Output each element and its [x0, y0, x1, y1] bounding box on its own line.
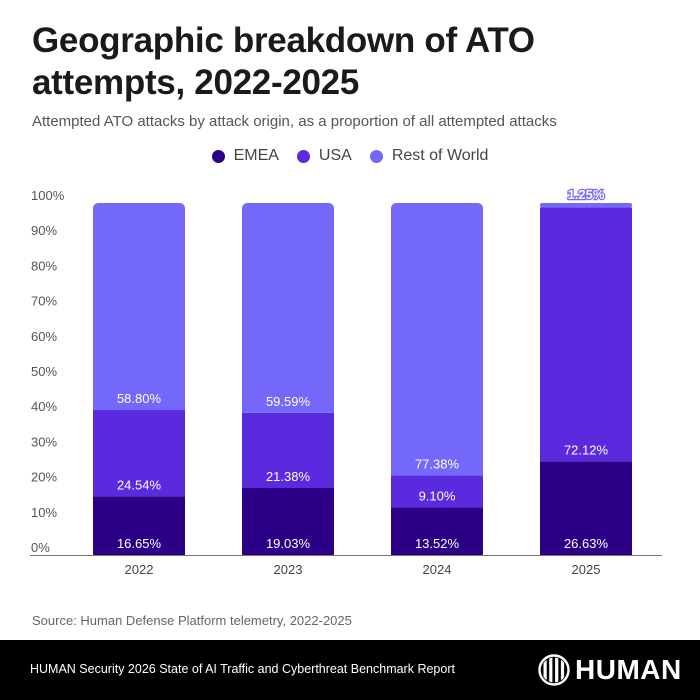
bar-segment-usa-2023	[242, 412, 334, 489]
data-label: 1.25%	[568, 187, 605, 202]
legend-item-usa: USA	[296, 147, 352, 165]
legend-swatch-emea	[211, 149, 225, 163]
human-logo-wordmark: HUMAN	[575, 654, 682, 685]
legend-item-emea: EMEA	[211, 147, 279, 165]
legend-label-rest-of-world: Rest of World	[391, 147, 489, 164]
data-label: 24.54%	[117, 477, 162, 492]
y-tick-label: 90%	[31, 223, 57, 238]
data-label: 13.52%	[415, 536, 460, 551]
x-tick-label: 2024	[423, 562, 452, 577]
legend-item-rest-of-world: Rest of World	[369, 147, 489, 165]
human-logo-icon	[538, 654, 570, 686]
footer-bar: HUMAN Security 2026 State of AI Traffic …	[0, 640, 700, 700]
legend-swatch-rest-of-world	[369, 149, 383, 163]
bar-segment-emea-2023	[242, 488, 334, 555]
y-tick-label: 20%	[31, 470, 57, 485]
bar-segment-usa-2022	[93, 410, 185, 497]
data-label: 26.63%	[564, 536, 609, 551]
chart-subtitle: Attempted ATO attacks by attack origin, …	[32, 113, 557, 130]
legend-swatch-usa	[296, 149, 310, 163]
y-tick-label: 70%	[31, 294, 57, 309]
x-tick-label: 2025	[572, 562, 601, 577]
y-tick-label: 80%	[31, 258, 57, 273]
bar-segment-usa-2025	[540, 207, 632, 462]
chart-title: Geographic breakdown of ATO attempts, 20…	[32, 21, 535, 102]
legend-label-emea: EMEA	[233, 147, 279, 164]
bar-segment-rest-of-world-2025	[540, 203, 632, 208]
x-tick-label: 2023	[274, 562, 303, 577]
y-tick-label: 60%	[31, 329, 57, 344]
x-tick-label: 2022	[125, 562, 154, 577]
legend-label-usa: USA	[318, 147, 352, 164]
source-note: Source: Human Defense Platform telemetry…	[32, 613, 352, 628]
data-label: 72.12%	[564, 442, 609, 457]
bar-segment-rest-of-world-2022	[93, 203, 185, 411]
y-tick-label: 30%	[31, 434, 57, 449]
data-label: 77.38%	[415, 456, 460, 471]
legend: EMEA USA Rest of World	[0, 147, 700, 165]
data-label: 16.65%	[117, 536, 162, 551]
y-tick-label: 10%	[31, 505, 57, 520]
y-tick-label: 0%	[31, 540, 50, 555]
footer-report-title: HUMAN Security 2026 State of AI Traffic …	[30, 662, 455, 676]
y-tick-label: 40%	[31, 399, 57, 414]
bar-segment-emea-2025	[540, 461, 632, 555]
bar-segment-emea-2022	[93, 496, 185, 555]
bar-segment-emea-2024	[391, 507, 483, 555]
bar-segment-rest-of-world-2024	[391, 203, 483, 476]
stacked-bar-chart: 0% 10% 20% 30% 40% 50% 60% 70% 80% 90% 100% 16.65% 2…	[30, 186, 662, 577]
data-label: 58.80%	[117, 391, 162, 406]
human-logo: HUMAN	[538, 653, 682, 687]
bar-segment-rest-of-world-2023	[242, 203, 334, 413]
data-label: 9.10%	[419, 488, 456, 503]
y-tick-label: 50%	[31, 364, 57, 379]
data-label: 59.59%	[266, 394, 311, 409]
y-tick-label: 100%	[31, 188, 65, 203]
bar-segment-usa-2024	[391, 475, 483, 508]
data-label: 21.38%	[266, 469, 311, 484]
data-label: 19.03%	[266, 536, 311, 551]
